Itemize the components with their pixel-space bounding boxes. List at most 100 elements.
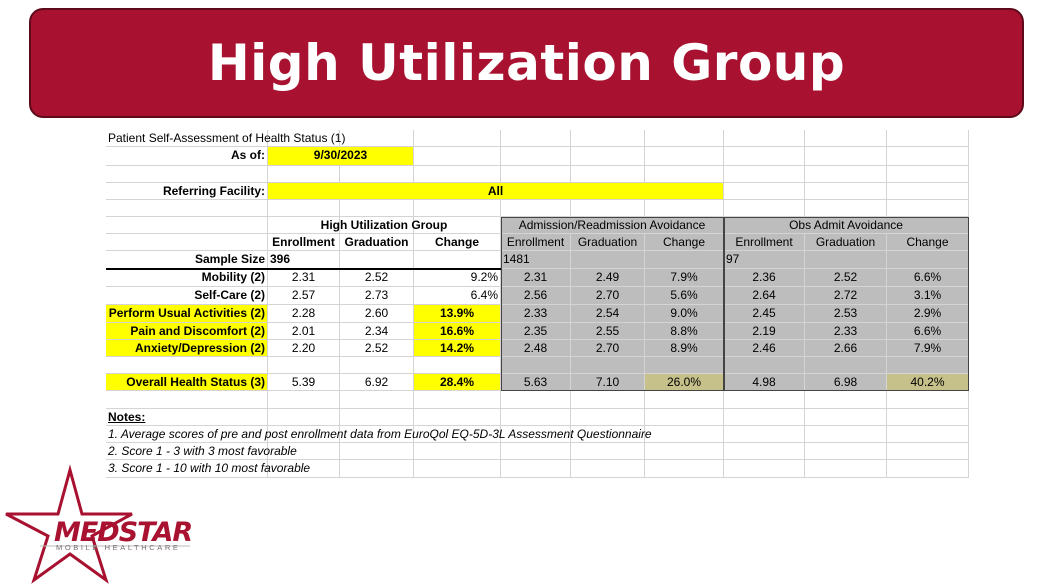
facility-value: All bbox=[268, 183, 724, 200]
data-cell: 2.33 bbox=[501, 305, 571, 323]
empty-cell bbox=[106, 391, 268, 409]
empty-cell bbox=[887, 166, 969, 183]
empty-cell bbox=[571, 130, 645, 147]
empty-cell bbox=[501, 391, 571, 409]
data-cell: 13.9% bbox=[414, 305, 501, 323]
empty-cell bbox=[645, 391, 724, 409]
empty-cell bbox=[645, 130, 724, 147]
empty-cell bbox=[571, 426, 645, 443]
data-cell: 7.9% bbox=[887, 340, 969, 357]
empty-cell bbox=[340, 166, 414, 183]
column-header: Enrollment bbox=[501, 234, 571, 251]
data-cell: 2.64 bbox=[724, 287, 805, 305]
empty-cell bbox=[106, 357, 268, 374]
data-cell: 2.9% bbox=[887, 305, 969, 323]
data-cell: 2.01 bbox=[268, 323, 340, 340]
logo-tagline: MOBILE HEALTHCARE bbox=[56, 543, 181, 552]
empty-cell bbox=[645, 147, 724, 166]
row-label: Mobility (2) bbox=[106, 269, 268, 287]
empty-cell bbox=[340, 200, 414, 217]
empty-cell bbox=[887, 130, 969, 147]
empty-cell bbox=[805, 147, 887, 166]
column-header: Enrollment bbox=[724, 234, 805, 251]
data-cell: 5.39 bbox=[268, 374, 340, 391]
empty-cell bbox=[106, 200, 268, 217]
data-cell: 9.2% bbox=[414, 269, 501, 287]
data-cell: 2.19 bbox=[724, 323, 805, 340]
empty-cell bbox=[571, 357, 645, 374]
data-cell: 7.10 bbox=[571, 374, 645, 391]
data-cell: 2.46 bbox=[724, 340, 805, 357]
medstar-star-logo-icon bbox=[5, 464, 190, 584]
data-cell: 6.4% bbox=[414, 287, 501, 305]
empty-cell bbox=[724, 391, 805, 409]
data-cell: 2.54 bbox=[571, 305, 645, 323]
column-header: Enrollment bbox=[268, 234, 340, 251]
empty-cell bbox=[414, 147, 501, 166]
empty-cell bbox=[887, 426, 969, 443]
empty-cell bbox=[805, 251, 887, 269]
column-header: Change bbox=[414, 234, 501, 251]
empty-cell bbox=[887, 391, 969, 409]
overall-label: Overall Health Status (3) bbox=[106, 374, 268, 391]
empty-cell bbox=[645, 357, 724, 374]
empty-cell bbox=[645, 251, 724, 269]
sample-size: 396 bbox=[268, 251, 340, 269]
data-cell: 16.6% bbox=[414, 323, 501, 340]
empty-cell bbox=[887, 409, 969, 426]
empty-cell bbox=[724, 183, 805, 200]
empty-cell bbox=[805, 426, 887, 443]
empty-cell bbox=[106, 217, 268, 234]
data-cell: 2.49 bbox=[571, 269, 645, 287]
empty-cell bbox=[571, 409, 645, 426]
empty-cell bbox=[340, 251, 414, 269]
as-of-label: As of: bbox=[106, 147, 268, 166]
column-header: Change bbox=[887, 234, 969, 251]
spreadsheet: Patient Self-Assessment of Health Status… bbox=[106, 130, 969, 480]
empty-cell bbox=[805, 391, 887, 409]
empty-cell bbox=[571, 251, 645, 269]
empty-cell bbox=[268, 200, 340, 217]
sheet-heading: Patient Self-Assessment of Health Status… bbox=[106, 130, 501, 147]
data-cell: 2.57 bbox=[268, 287, 340, 305]
empty-cell bbox=[501, 166, 571, 183]
sample-size: 97 bbox=[724, 251, 805, 269]
data-cell: 2.31 bbox=[501, 269, 571, 287]
empty-cell bbox=[724, 166, 805, 183]
data-cell: 2.28 bbox=[268, 305, 340, 323]
empty-cell bbox=[887, 147, 969, 166]
empty-cell bbox=[645, 409, 724, 426]
data-cell: 8.9% bbox=[645, 340, 724, 357]
data-cell: 2.48 bbox=[501, 340, 571, 357]
group-header: Obs Admit Avoidance bbox=[724, 217, 969, 234]
empty-cell bbox=[571, 166, 645, 183]
data-cell: 8.8% bbox=[645, 323, 724, 340]
data-cell: 2.66 bbox=[805, 340, 887, 357]
empty-cell bbox=[724, 460, 805, 478]
empty-cell bbox=[724, 130, 805, 147]
facility-label: Referring Facility: bbox=[106, 183, 268, 200]
data-cell: 7.9% bbox=[645, 269, 724, 287]
data-cell: 14.2% bbox=[414, 340, 501, 357]
column-header: Graduation bbox=[571, 234, 645, 251]
empty-cell bbox=[571, 443, 645, 460]
sample-size-label: Sample Size bbox=[106, 251, 268, 269]
data-cell: 2.31 bbox=[268, 269, 340, 287]
empty-cell bbox=[414, 251, 501, 269]
row-label: Self-Care (2) bbox=[106, 287, 268, 305]
empty-cell bbox=[805, 443, 887, 460]
empty-cell bbox=[414, 409, 501, 426]
data-cell: 2.35 bbox=[501, 323, 571, 340]
empty-cell bbox=[571, 200, 645, 217]
data-cell: 3.1% bbox=[887, 287, 969, 305]
notes-label: Notes: bbox=[106, 409, 268, 426]
empty-cell bbox=[805, 166, 887, 183]
data-cell: 2.52 bbox=[805, 269, 887, 287]
title-banner: High Utilization Group bbox=[29, 8, 1024, 118]
note-text: 3. Score 1 - 10 with 10 most favorable bbox=[106, 460, 571, 478]
group-header: Admission/Readmission Avoidance bbox=[501, 217, 724, 234]
empty-cell bbox=[887, 200, 969, 217]
data-cell: 5.63 bbox=[501, 374, 571, 391]
data-cell: 26.0% bbox=[645, 374, 724, 391]
empty-cell bbox=[645, 166, 724, 183]
